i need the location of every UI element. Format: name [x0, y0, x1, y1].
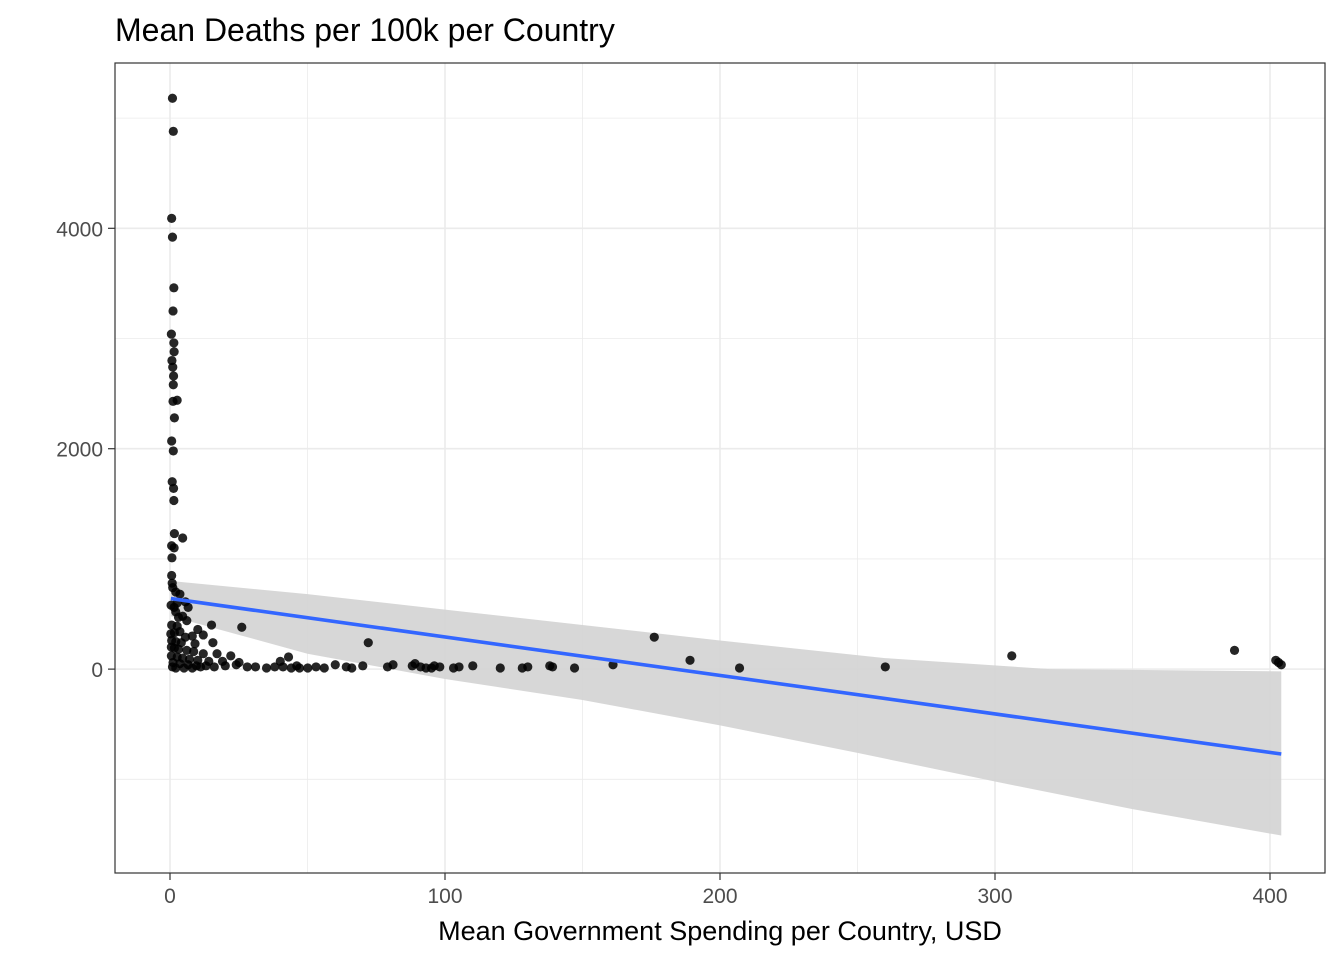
data-point: [569, 663, 580, 673]
data-point: [172, 395, 182, 405]
data-point: [303, 663, 313, 673]
data-point: [182, 616, 192, 626]
data-point: [237, 622, 247, 632]
data-point: [208, 638, 218, 648]
data-point: [363, 638, 373, 648]
chart-title: Mean Deaths per 100k per Country: [115, 12, 615, 48]
data-point: [167, 436, 177, 446]
data-point: [242, 662, 252, 672]
data-point: [454, 662, 464, 672]
data-point: [189, 646, 199, 657]
data-point: [468, 661, 478, 671]
data-point: [231, 660, 241, 670]
data-point: [388, 660, 398, 670]
confidence-band-layer: [170, 580, 1282, 836]
data-point: [169, 283, 179, 293]
data-point: [523, 662, 533, 672]
data-point: [209, 662, 219, 672]
data-point: [319, 663, 329, 673]
data-point: [547, 662, 558, 672]
data-point: [1007, 651, 1017, 661]
x-axis-title: Mean Government Spending per Country, US…: [438, 916, 1002, 946]
data-point: [183, 602, 193, 613]
data-point: [347, 663, 357, 673]
data-point: [169, 543, 179, 553]
data-point: [206, 620, 217, 630]
data-point: [167, 213, 177, 223]
data-point: [169, 528, 179, 539]
data-point: [311, 662, 321, 672]
data-point: [166, 329, 176, 339]
y-tick-label: 0: [91, 659, 103, 682]
confidence-band: [170, 580, 1282, 836]
data-point: [734, 663, 745, 673]
data-point: [292, 661, 302, 671]
x-tick-label: 0: [164, 885, 176, 908]
data-point: [168, 306, 178, 316]
data-point: [195, 662, 206, 672]
data-point: [178, 533, 188, 543]
data-point: [167, 232, 178, 242]
x-tick-label: 400: [1252, 885, 1287, 908]
x-tick-label: 200: [702, 885, 737, 908]
data-point: [435, 662, 445, 672]
data-point: [685, 655, 695, 665]
data-point: [171, 663, 181, 673]
data-point: [182, 645, 192, 655]
data-point: [649, 632, 659, 642]
data-point: [198, 649, 208, 659]
data-point: [168, 362, 178, 372]
data-point: [169, 413, 179, 423]
data-point: [198, 630, 208, 640]
data-point: [220, 661, 230, 671]
y-tick-label: 4000: [56, 218, 103, 241]
data-point: [179, 663, 189, 673]
x-tick-label: 100: [427, 885, 462, 908]
x-tick-label: 300: [977, 885, 1012, 908]
data-point: [330, 660, 340, 670]
data-point: [1276, 660, 1286, 670]
data-point: [175, 589, 185, 599]
data-point: [168, 483, 179, 493]
y-tick-label: 2000: [56, 439, 103, 462]
regression-line: [170, 596, 1282, 756]
data-point: [226, 651, 236, 661]
data-point: [167, 570, 177, 581]
data-point: [167, 93, 178, 103]
data-point: [168, 126, 178, 136]
data-point: [187, 663, 197, 673]
data-point: [173, 644, 184, 654]
data-point: [169, 347, 179, 357]
data-point: [283, 652, 294, 662]
data-point: [261, 663, 272, 673]
data-point: [250, 662, 261, 672]
data-point: [1229, 645, 1240, 655]
data-point: [169, 338, 179, 348]
data-point: [169, 495, 179, 506]
data-point: [168, 380, 178, 390]
data-point: [168, 371, 179, 381]
data-point: [880, 662, 890, 672]
data-point: [275, 656, 285, 667]
points-layer: [166, 93, 1286, 673]
data-point: [212, 649, 222, 659]
data-point: [187, 631, 197, 641]
fit-line-layer: [170, 596, 1282, 756]
data-point: [190, 639, 200, 649]
data-point: [495, 663, 505, 673]
data-point: [168, 446, 178, 456]
data-point: [358, 661, 368, 671]
data-point: [167, 553, 177, 563]
